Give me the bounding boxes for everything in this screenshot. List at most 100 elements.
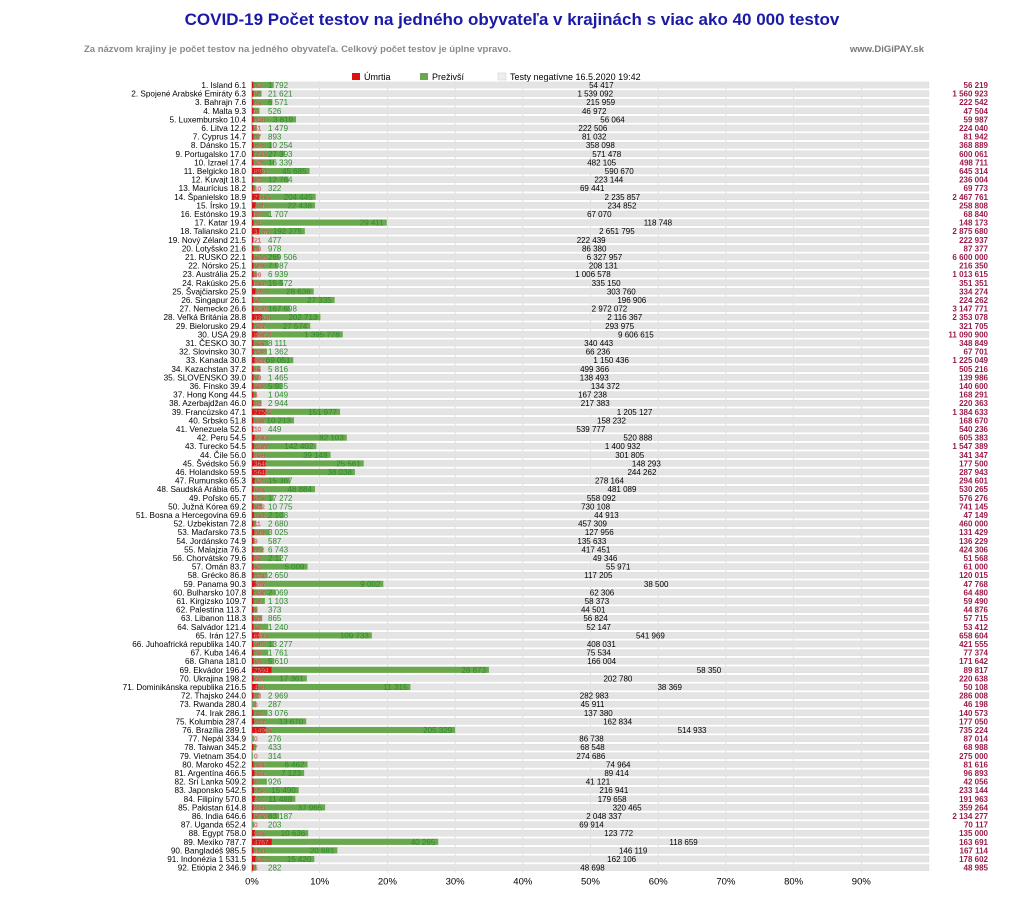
negative-value: 46 972 [582,107,607,116]
bar-deaths [252,726,266,734]
country-label: 64. Salvádor 121.4 [177,623,246,632]
deaths-value: 156 [254,323,265,330]
survivors-value: 6 462 [284,760,305,769]
deaths-value: 10 [254,427,262,434]
survivors-value: 5 009 [284,563,305,572]
survivors-value: 205 329 [423,726,452,735]
total-value: 87 014 [964,735,989,744]
negative-value: 222 506 [578,124,607,133]
x-tick-label: 80% [784,877,804,888]
country-label: 76. Brazília 289.1 [182,726,246,735]
bar-survivors [252,709,268,716]
country-label: 82. Srí Lanka 509.2 [175,778,247,787]
total-value: 140 600 [959,382,988,391]
survivors-value: 2 680 [268,520,289,529]
bar-deaths [252,864,254,871]
bar-deaths [252,847,254,854]
survivors-value: 192 275 [273,227,302,236]
country-label: 86. India 646.6 [192,812,247,821]
legend-label-deaths: Úmrtia [364,72,391,82]
bar-survivors [252,202,315,209]
country-label: 46. Holandsko 59.5 [175,468,246,477]
country-label: 63. Libanon 118.3 [181,614,246,623]
total-value: 600 061 [959,150,988,159]
survivors-value: 2 127 [268,554,289,563]
negative-value: 179 658 [598,795,627,804]
bar-deaths [252,580,256,587]
country-label: 78. Taiwan 345.2 [184,743,246,752]
total-value: 294 601 [959,477,988,486]
bar-deaths [252,253,254,261]
negative-value: 137 380 [584,709,613,718]
bar-survivors [252,348,267,355]
total-value: 220 638 [959,674,988,683]
negative-value: 45 911 [581,700,605,709]
bar-survivors [252,855,315,863]
total-value: 368 889 [959,141,988,150]
bar-deaths [252,279,254,286]
negative-value: 138 493 [580,373,609,382]
bar-survivors [252,572,268,579]
bar-survivors [252,795,296,802]
country-label: 18. Taliansko 21.0 [180,227,246,236]
country-label: 51. Bosna a Hercegovina 69.6 [136,511,247,520]
deaths-value: 247 [254,642,265,649]
country-label: 83. Japonsko 542.5 [175,786,247,795]
total-value: 135 000 [959,829,988,838]
country-label: 59. Panama 90.3 [184,580,247,589]
negative-value: 2 972 072 [592,305,628,314]
country-label: 70. Ukrajina 198.2 [180,674,247,683]
bar-survivors [252,374,260,381]
bar-deaths [252,615,254,622]
deaths-value: 112 [254,547,265,554]
deaths-value: 5 [254,865,258,872]
negative-value: 62 306 [590,588,615,597]
negative-value: 1 150 436 [593,356,629,365]
deaths-value: 31610 [254,229,272,236]
survivors-value: 204 445 [284,193,313,202]
total-value: 48 985 [964,864,989,873]
deaths-value: 190 [254,762,265,769]
country-label: 30. USA 29.8 [198,330,247,339]
country-label: 66. Juhoafrická republika 140.7 [132,640,246,649]
total-value: 136 229 [959,537,988,546]
deaths-value: 6902 [254,633,269,640]
negative-value: 52 147 [586,623,611,632]
country-label: 25. Švajčiarsko 25.9 [172,286,246,296]
bar-deaths [252,769,255,777]
bar-survivors [252,159,275,166]
negative-value: 49 346 [593,554,618,563]
negative-value: 2 116 367 [607,313,643,322]
x-tick-label: 20% [378,877,398,888]
negative-value: 44 913 [594,511,619,520]
bar-survivors [252,460,364,467]
bar-survivors [252,228,305,235]
bar-survivors [252,632,372,639]
total-value: 140 573 [959,709,988,718]
bar-deaths [252,228,260,235]
bar-survivors [252,400,262,407]
survivors-value: 9 002 [360,580,381,589]
survivors-value: 48 884 [287,485,312,494]
total-value: 11 090 900 [948,330,988,339]
survivors-value: 1 761 [268,649,289,658]
country-label: 13. Maurícius 18.2 [179,184,247,193]
bar-survivors [252,812,280,820]
bar-survivors [252,554,282,562]
total-value: 334 274 [959,287,988,296]
negative-value: 222 439 [577,236,606,245]
total-value: 287 943 [959,468,988,477]
country-label: 89. Mexiko 787.7 [184,838,247,847]
total-value: 47 768 [964,580,989,589]
total-value: 81 942 [964,133,989,142]
survivors-value: 15 420 [287,855,312,864]
negative-value: 69 441 [580,184,605,193]
bar-deaths [252,288,256,295]
bar-deaths [252,142,254,149]
deaths-value: 4767 [254,839,269,846]
negative-value: 162 106 [607,855,636,864]
survivors-value: 45 685 [282,167,307,176]
total-value: 421 555 [959,640,988,649]
deaths-value: 14962 [254,728,272,735]
negative-value: 730 108 [581,502,610,511]
